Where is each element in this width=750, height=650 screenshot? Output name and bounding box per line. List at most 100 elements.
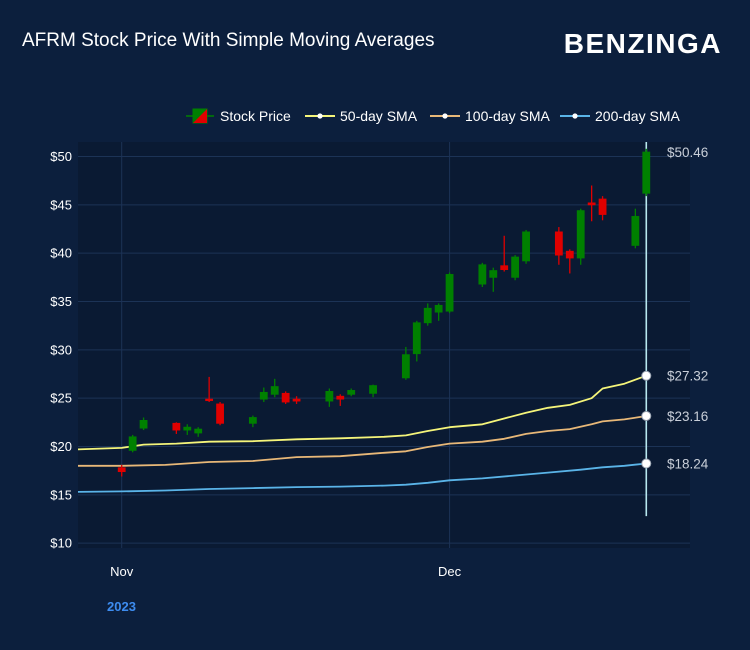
candle-body bbox=[576, 210, 585, 259]
candle bbox=[270, 378, 279, 398]
sma-end-marker bbox=[641, 410, 652, 421]
candle-body bbox=[270, 386, 279, 395]
candle-body bbox=[139, 419, 148, 429]
candle bbox=[587, 185, 596, 222]
chart-title: AFRM Stock Price With Simple Moving Aver… bbox=[22, 30, 435, 51]
candle-body bbox=[347, 390, 356, 395]
candle bbox=[631, 208, 640, 249]
candle-body bbox=[216, 403, 224, 424]
candle-body bbox=[412, 322, 421, 355]
candle-body bbox=[259, 391, 268, 400]
candle-body bbox=[369, 385, 377, 394]
candle-body bbox=[325, 390, 334, 402]
candle bbox=[423, 303, 432, 326]
end-value-label: $18.24 bbox=[667, 457, 709, 472]
y-tick-label: $45 bbox=[50, 197, 72, 212]
candle bbox=[281, 391, 290, 404]
candle-body bbox=[434, 304, 443, 313]
sma-line-50 bbox=[77, 374, 647, 451]
candle bbox=[292, 396, 301, 404]
candle-body bbox=[598, 198, 607, 215]
y-tick-label: $15 bbox=[50, 487, 72, 502]
candle bbox=[172, 422, 181, 434]
candle bbox=[336, 394, 345, 406]
legend-marker-icon bbox=[317, 113, 323, 119]
candle bbox=[478, 262, 487, 287]
candle-body bbox=[511, 256, 520, 278]
sma-line-100 bbox=[78, 415, 647, 467]
candle-body bbox=[205, 398, 214, 402]
candle-body bbox=[248, 417, 257, 424]
candle-body bbox=[445, 274, 454, 312]
candle bbox=[183, 424, 192, 435]
sma-end-marker bbox=[641, 458, 652, 469]
sma-end-marker bbox=[641, 370, 652, 381]
candle bbox=[194, 427, 203, 437]
candle bbox=[445, 272, 454, 314]
candle-body bbox=[128, 436, 137, 451]
legend-label-stock-price: Stock Price bbox=[220, 108, 291, 124]
end-value-label: $27.32 bbox=[667, 369, 708, 384]
candle-body bbox=[587, 202, 596, 206]
legend-label-sma: 100-day SMA bbox=[465, 108, 550, 124]
candle bbox=[522, 229, 530, 264]
candle bbox=[205, 376, 214, 403]
candle-body bbox=[172, 422, 181, 431]
candle bbox=[325, 388, 334, 407]
candle-body bbox=[117, 467, 126, 473]
end-value-label: $23.16 bbox=[667, 409, 708, 424]
benzinga-logo: BENZINGA bbox=[563, 28, 722, 59]
candle-body bbox=[500, 265, 509, 271]
end-value-label: $50.46 bbox=[667, 145, 708, 160]
y-tick-label: $30 bbox=[50, 342, 72, 357]
candle bbox=[554, 227, 563, 265]
candle bbox=[489, 267, 498, 292]
legend-marker-icon bbox=[572, 113, 578, 119]
candle-body bbox=[194, 428, 203, 434]
candle-body bbox=[554, 231, 563, 256]
candle-body bbox=[292, 398, 301, 402]
candle-body bbox=[281, 392, 290, 403]
candle bbox=[511, 255, 520, 281]
legend-candle-icon-down bbox=[193, 109, 207, 123]
y-tick-label: $40 bbox=[50, 246, 72, 261]
candle bbox=[248, 415, 257, 428]
candle bbox=[216, 402, 224, 426]
candle-body bbox=[642, 151, 651, 194]
candle-body bbox=[423, 307, 432, 324]
candle bbox=[259, 387, 268, 403]
candle bbox=[128, 434, 137, 453]
candle bbox=[576, 208, 585, 265]
legend-marker-icon bbox=[442, 113, 448, 119]
y-tick-label: $35 bbox=[50, 294, 72, 309]
candle bbox=[500, 235, 509, 272]
x-tick-label: Nov bbox=[110, 564, 134, 579]
sma-line-200 bbox=[77, 462, 647, 493]
y-tick-label: $10 bbox=[50, 536, 72, 551]
candle bbox=[598, 196, 607, 221]
candle bbox=[347, 388, 356, 397]
candle bbox=[139, 417, 148, 431]
candle bbox=[117, 464, 126, 477]
candle-body bbox=[478, 264, 487, 285]
y-tick-label: $25 bbox=[50, 391, 72, 406]
candle-body bbox=[631, 216, 640, 246]
candle-body bbox=[183, 426, 192, 431]
legend-label-sma: 200-day SMA bbox=[595, 108, 680, 124]
candle bbox=[412, 320, 421, 362]
y-tick-label: $20 bbox=[50, 439, 72, 454]
candle bbox=[369, 384, 377, 398]
candle-body bbox=[336, 395, 345, 400]
y-tick-label: $50 bbox=[50, 149, 72, 164]
candle bbox=[434, 303, 443, 321]
candle-body bbox=[401, 354, 410, 379]
plot-area bbox=[78, 142, 690, 548]
candle bbox=[401, 346, 410, 380]
candle-body bbox=[489, 270, 498, 278]
candle bbox=[642, 148, 651, 197]
x-axis-year-label: 2023 bbox=[107, 599, 136, 614]
candle-body bbox=[565, 250, 574, 259]
candle bbox=[565, 249, 574, 274]
